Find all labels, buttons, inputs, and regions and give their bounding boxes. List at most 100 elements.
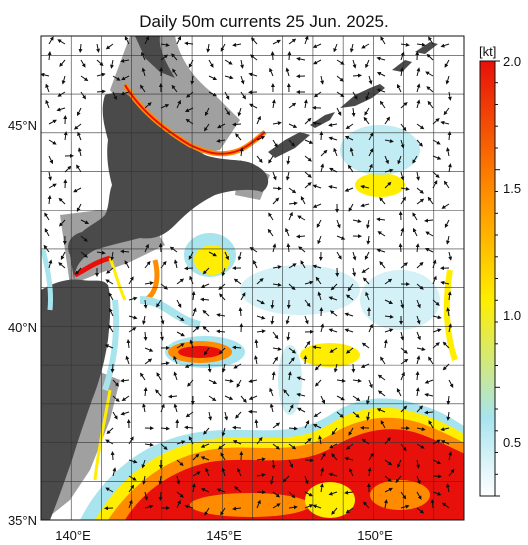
current-arrow <box>224 59 233 65</box>
current-arrow <box>400 405 408 413</box>
current-arrow <box>218 283 226 291</box>
current-arrow <box>144 281 154 286</box>
current-arrow <box>73 123 82 130</box>
current-arrow <box>171 53 178 61</box>
current-arrow <box>448 251 453 261</box>
current-arrow <box>416 187 424 194</box>
current-arrow <box>312 203 322 208</box>
current-arrow <box>349 147 354 157</box>
current-arrow <box>270 299 275 309</box>
current-arrow <box>256 499 261 509</box>
current-arrow <box>189 275 194 285</box>
current-arrow <box>143 299 148 309</box>
current-arrow <box>272 346 282 351</box>
current-arrow <box>296 376 306 381</box>
current-arrow <box>240 395 247 403</box>
current-arrow <box>288 187 297 194</box>
current-arrow <box>44 228 50 237</box>
current-arrow <box>173 355 178 365</box>
current-arrow <box>57 91 66 97</box>
current-arrow <box>304 155 312 162</box>
current-arrow <box>328 328 338 333</box>
current-arrow <box>142 315 146 325</box>
current-arrow <box>428 356 434 365</box>
current-arrow <box>399 67 404 77</box>
current-arrow <box>384 475 392 483</box>
current-arrow <box>203 347 210 356</box>
current-arrow <box>190 75 195 85</box>
current-arrow <box>128 276 134 285</box>
current-arrow <box>363 116 370 125</box>
current-arrow <box>344 187 354 192</box>
current-arrow <box>108 324 114 333</box>
current-arrow <box>288 404 294 413</box>
current-arrow <box>336 378 346 383</box>
current-arrow <box>155 389 162 397</box>
current-arrow <box>320 149 328 157</box>
current-arrow <box>256 315 266 320</box>
current-arrow <box>156 372 162 381</box>
current-arrow <box>288 491 296 499</box>
current-arrow <box>200 283 210 288</box>
current-arrow <box>80 75 89 82</box>
current-arrow <box>442 363 450 371</box>
current-arrow <box>384 299 394 304</box>
current-arrow <box>400 443 407 452</box>
current-arrow <box>203 427 210 435</box>
current-arrow <box>271 371 276 381</box>
current-arrow <box>272 331 279 340</box>
current-arrow <box>447 131 452 141</box>
current-arrow <box>233 278 242 285</box>
current-arrow <box>348 427 354 436</box>
current-arrow <box>160 426 170 431</box>
current-arrow <box>58 197 66 205</box>
current-arrow <box>285 227 290 237</box>
current-arrow <box>108 292 114 301</box>
colorbar-ticks <box>495 60 500 497</box>
current-arrow <box>336 411 344 418</box>
current-arrow <box>432 155 442 160</box>
current-arrow <box>344 135 354 141</box>
current-arrow <box>270 51 275 61</box>
current-arrow <box>415 371 420 381</box>
current-arrow <box>256 457 266 462</box>
current-arrow <box>376 408 386 413</box>
current-arrow <box>296 392 306 397</box>
current-arrow <box>400 139 405 149</box>
current-arrow <box>312 424 322 429</box>
current-arrow <box>234 486 242 493</box>
current-arrow <box>425 71 434 77</box>
current-arrow <box>160 42 170 47</box>
current-arrow <box>272 422 281 429</box>
current-arrow <box>328 136 338 141</box>
current-arrow <box>272 282 282 287</box>
current-arrow <box>176 343 185 349</box>
current-arrow <box>144 504 154 509</box>
current-arrow <box>105 279 114 285</box>
current-arrow <box>368 163 373 173</box>
current-arrow <box>128 484 135 493</box>
current-arrow <box>425 231 434 237</box>
current-arrow <box>176 459 184 467</box>
current-arrow <box>48 183 57 189</box>
current-arrow <box>112 75 121 81</box>
current-arrow <box>185 411 194 418</box>
current-arrow <box>304 117 312 125</box>
current-arrow <box>143 387 148 397</box>
current-arrow <box>412 227 418 237</box>
current-arrow <box>169 246 178 253</box>
current-arrow <box>424 218 434 223</box>
current-arrow <box>360 203 370 208</box>
current-arrow <box>352 73 362 78</box>
current-arrow <box>141 459 146 469</box>
current-arrow <box>336 219 341 229</box>
colorbar-tick-1-0: 1.0 <box>503 308 521 323</box>
lon-label-145: 145°E <box>206 528 242 543</box>
current-arrow <box>336 235 346 240</box>
current-arrow <box>187 379 194 387</box>
current-arrow <box>365 59 370 69</box>
current-arrow <box>96 43 100 53</box>
current-arrow <box>272 491 281 498</box>
current-arrow <box>237 251 242 261</box>
current-arrow <box>416 198 425 205</box>
